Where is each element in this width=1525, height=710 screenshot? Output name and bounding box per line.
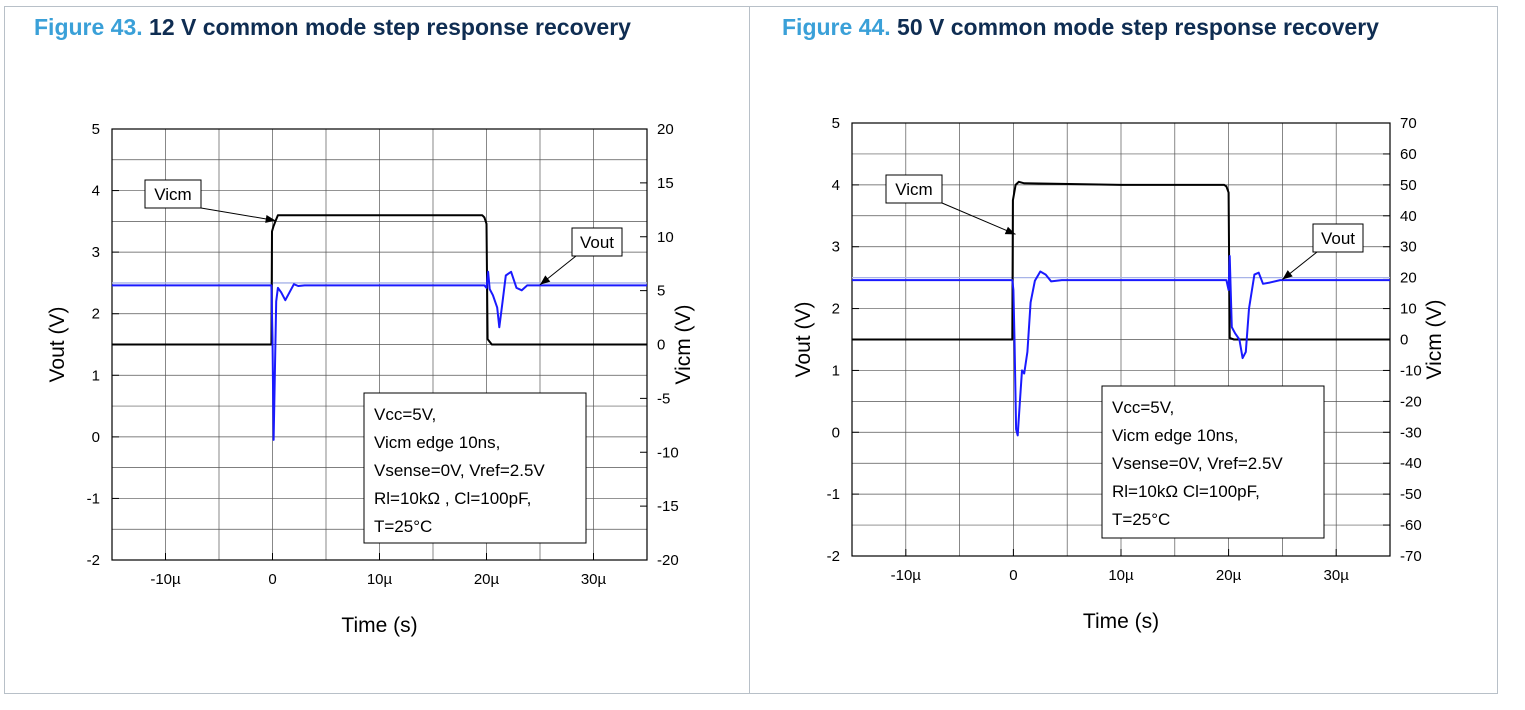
conditions-line: Rl=10kΩ , Cl=100pF, <box>374 489 531 508</box>
figure-divider <box>749 6 750 694</box>
y-tick-label-right: -5 <box>657 390 670 407</box>
annotation-box <box>885 174 943 204</box>
y-tick-label-right: 15 <box>657 175 674 192</box>
x-axis-label: Time (s) <box>341 614 417 637</box>
y-tick-label-left: -1 <box>827 486 840 503</box>
conditions-line: T=25°C <box>374 517 432 536</box>
conditions-box <box>1101 385 1325 539</box>
y-tick-label-left: 1 <box>92 367 100 384</box>
y-tick-label-left: -2 <box>827 548 840 565</box>
y-tick-label-left: 1 <box>832 362 840 379</box>
conditions-box <box>363 392 587 544</box>
y-tick-label-left: 0 <box>92 429 100 446</box>
chart-figure-43: -10µ 0 10µ 20µ 30µ-2-1012345-20-15-10-505101… <box>46 121 695 637</box>
y-tick-label-right: -60 <box>1400 517 1422 534</box>
figure-43-title: 12 V common mode step response recovery <box>149 14 631 40</box>
y-axis-label-right: Vicm (V) <box>1423 299 1446 379</box>
conditions-line: Vcc=5V, <box>374 405 436 424</box>
y-tick-label-right: 0 <box>657 337 665 354</box>
y-tick-label-right: -20 <box>657 552 679 569</box>
series-line-vicm <box>852 180 1390 341</box>
x-tick-label: 20µ <box>474 571 500 588</box>
y-tick-label-left: 2 <box>92 306 100 323</box>
x-tick-label: 10µ <box>1108 567 1134 584</box>
y-tick-label-left: 3 <box>92 244 100 261</box>
annotation-box <box>1312 223 1364 253</box>
x-axis-label: Time (s) <box>1083 610 1159 633</box>
y-tick-label-right: -70 <box>1400 548 1422 565</box>
annotation-arrow-head <box>1004 226 1016 235</box>
figure-frame <box>4 6 1498 694</box>
figure-43-heading: Figure 43. 12 V common mode step respons… <box>34 14 631 41</box>
y-tick-label-left: 3 <box>832 239 840 256</box>
x-tick-label: 30µ <box>581 571 607 588</box>
x-tick-label: 0 <box>1009 567 1017 584</box>
y-tick-label-right: 50 <box>1400 177 1417 194</box>
annotation-arrow-line <box>941 202 1016 235</box>
y-tick-label-left: 4 <box>832 177 840 194</box>
x-tick-label: 20µ <box>1216 567 1242 584</box>
y-tick-label-right: 5 <box>657 283 665 300</box>
conditions-line: T=25°C <box>1112 510 1170 529</box>
y-axis-label-left: Vout (V) <box>46 307 69 383</box>
y-tick-label-left: 0 <box>832 424 840 441</box>
x-tick-label: 10µ <box>367 571 393 588</box>
y-tick-label-left: 5 <box>92 121 100 138</box>
y-tick-label-left: -2 <box>87 552 100 569</box>
y-tick-label-left: 5 <box>832 115 840 132</box>
y-tick-label-right: -40 <box>1400 455 1422 472</box>
y-tick-label-right: 60 <box>1400 146 1417 163</box>
y-tick-label-right: -50 <box>1400 486 1422 503</box>
series-line-vout <box>112 270 647 441</box>
conditions-line: Rl=10kΩ Cl=100pF, <box>1112 482 1260 501</box>
x-tick-label: -10µ <box>891 567 922 584</box>
y-tick-label-right: 70 <box>1400 115 1417 132</box>
y-tick-label-right: 30 <box>1400 239 1417 256</box>
annotation-box <box>144 179 202 209</box>
figure-44-number: Figure 44. <box>782 14 891 40</box>
y-tick-label-left: 2 <box>832 301 840 318</box>
annotation-arrow-head <box>1282 270 1293 280</box>
series-line-vicm <box>112 214 647 346</box>
conditions-line: Vicm edge 10ns, <box>1112 426 1238 445</box>
y-tick-label-left: -1 <box>87 490 100 507</box>
x-tick-label: -10µ <box>150 571 181 588</box>
annotation-label-vicm: Vicm <box>154 185 191 204</box>
y-tick-label-right: 10 <box>1400 301 1417 318</box>
y-tick-label-right: 10 <box>657 229 674 246</box>
y-tick-label-right: 20 <box>1400 270 1417 287</box>
conditions-line: Vicm edge 10ns, <box>374 433 500 452</box>
annotation-label-vout: Vout <box>580 233 614 252</box>
y-tick-label-left: 4 <box>92 183 100 200</box>
annotation-label-vicm: Vicm <box>895 180 932 199</box>
y-tick-label-right: 0 <box>1400 332 1408 349</box>
annotation-box <box>571 227 623 257</box>
conditions-line: Vcc=5V, <box>1112 398 1174 417</box>
annotation-arrow-line <box>200 207 276 222</box>
y-axis-label-right: Vicm (V) <box>672 304 695 384</box>
x-tick-label: 30µ <box>1324 567 1350 584</box>
figure-43-number: Figure 43. <box>34 14 143 40</box>
annotation-arrow-head <box>540 275 551 285</box>
y-tick-label-right: 40 <box>1400 208 1417 225</box>
annotation-arrow-head <box>265 214 276 223</box>
y-tick-label-right: -10 <box>657 444 679 461</box>
annotation-label-vout: Vout <box>1321 229 1355 248</box>
figure-44-heading: Figure 44. 50 V common mode step respons… <box>782 14 1379 41</box>
y-tick-label-right: -15 <box>657 498 679 515</box>
x-tick-label: 0 <box>268 571 276 588</box>
y-tick-label-right: -10 <box>1400 362 1422 379</box>
y-axis-label-left: Vout (V) <box>792 302 815 378</box>
conditions-line: Vsense=0V, Vref=2.5V <box>374 461 545 480</box>
y-tick-label-right: 20 <box>657 121 674 138</box>
y-tick-label-right: -20 <box>1400 393 1422 410</box>
y-tick-label-right: -30 <box>1400 424 1422 441</box>
conditions-line: Vsense=0V, Vref=2.5V <box>1112 454 1283 473</box>
figure-44-title: 50 V common mode step response recovery <box>897 14 1379 40</box>
series-line-vout <box>852 255 1390 437</box>
